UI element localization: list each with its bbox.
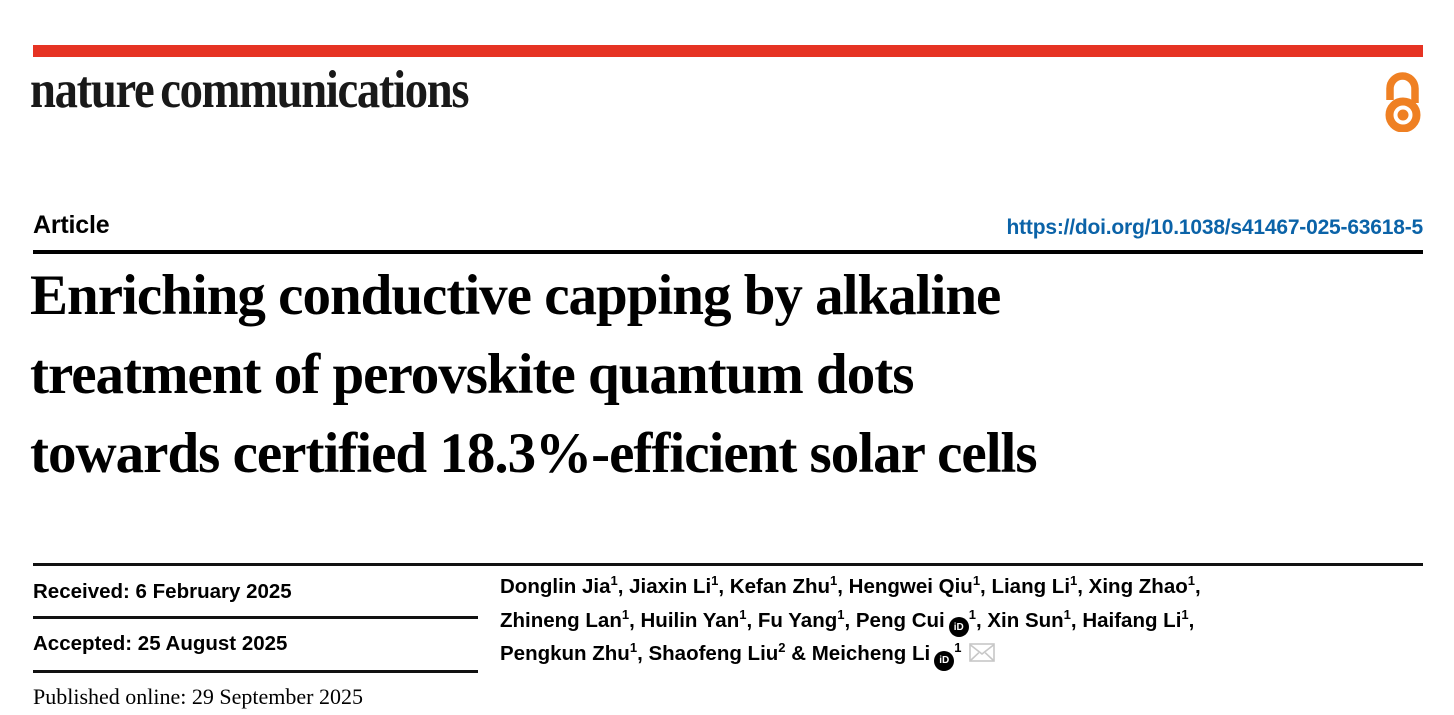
author-separator: , (980, 575, 992, 598)
author-separator: , (629, 608, 641, 632)
author-name: Xing Zhao (1088, 575, 1188, 598)
author-separator: , (1194, 575, 1201, 598)
author-name: Xin Sun (987, 608, 1064, 632)
author-line: Pengkun Zhu1, Shaofeng Liu2 & Meicheng L… (500, 637, 1440, 671)
padlock-keyhole-dot (1397, 109, 1409, 121)
open-access-icon (1385, 72, 1421, 132)
title-top-divider (33, 250, 1423, 254)
affiliation-superscript: 1 (610, 573, 618, 588)
affiliation-superscript: 1 (1070, 573, 1078, 588)
author-separator: , (718, 575, 730, 598)
author-separator: , (1077, 575, 1089, 598)
author-separator: , (1070, 608, 1083, 632)
journal-logo: nature communications (30, 61, 470, 119)
affiliation-superscript: 1 (954, 640, 962, 655)
orcid-icon[interactable]: iD (934, 650, 955, 671)
author-separator: , (1188, 608, 1195, 632)
author-name: Hengwei Qiu (848, 575, 973, 598)
date-divider (33, 616, 478, 619)
article-title-line: treatment of perovskite quantum dots (30, 343, 914, 406)
author-separator: , (975, 608, 988, 632)
author-name: Fu Yang (757, 608, 838, 632)
article-title-line: Enriching conductive capping by alkaline (30, 264, 1001, 327)
article-meta-row: Article https://doi.org/10.1038/s41467-0… (33, 211, 1423, 240)
article-type-label: Article (33, 211, 110, 239)
author-separator: , (844, 608, 856, 632)
author-name: Zhineng Lan (500, 608, 622, 632)
author-separator: , (637, 642, 649, 665)
author-name: Peng Cui (855, 608, 945, 632)
affiliation-superscript: 1 (711, 573, 719, 588)
accepted-date: Accepted: 25 August 2025 (33, 632, 288, 655)
article-title-line: towards certified 18.3%-efficient solar … (30, 422, 1038, 485)
affiliation-superscript: 1 (837, 606, 845, 622)
affiliation-superscript: 1 (968, 606, 976, 622)
article-title: Enriching conductive capping by alkaline… (30, 256, 1430, 493)
author-name: Huilin Yan (640, 608, 740, 632)
author-list: Donglin Jia1, Jiaxin Li1, Kefan Zhu1, He… (500, 570, 1440, 671)
author-separator: , (746, 608, 758, 632)
affiliation-superscript: 1 (972, 573, 981, 588)
author-separator: , (617, 575, 630, 598)
author-line: Zhineng Lan1, Huilin Yan1, Fu Yang1, Pen… (500, 604, 1440, 638)
footer-top-divider (33, 563, 1423, 566)
affiliation-superscript: 1 (1063, 606, 1071, 622)
date-divider (33, 670, 478, 673)
author-name: Pengkun Zhu (500, 642, 630, 665)
email-icon[interactable] (969, 643, 996, 662)
author-name: Liang Li (991, 575, 1071, 598)
affiliation-superscript: 1 (621, 606, 630, 622)
padlock-shackle (1386, 72, 1419, 103)
author-name: Meicheng Li (811, 642, 931, 665)
padlock-body (1385, 97, 1421, 132)
affiliation-superscript: 2 (778, 640, 786, 655)
orcid-icon[interactable]: iD (948, 617, 969, 638)
affiliation-superscript: 1 (830, 573, 838, 588)
author-name: Jiaxin Li (629, 575, 712, 598)
author-line: Donglin Jia1, Jiaxin Li1, Kefan Zhu1, He… (500, 570, 1440, 604)
affiliation-superscript: 1 (739, 606, 747, 622)
published-online-date: Published online: 29 September 2025 (33, 684, 363, 709)
author-name: Haifang Li (1082, 608, 1182, 632)
author-separator: & (785, 642, 812, 665)
affiliation-superscript: 1 (629, 640, 638, 655)
affiliation-superscript: 1 (1187, 573, 1195, 588)
affiliation-superscript: 1 (1181, 606, 1189, 622)
received-date: Received: 6 February 2025 (33, 580, 292, 603)
doi-link[interactable]: https://doi.org/10.1038/s41467-025-63618… (1006, 216, 1424, 239)
author-name: Donglin Jia (500, 575, 611, 598)
author-name: Kefan Zhu (729, 575, 831, 598)
brand-red-bar (33, 45, 1423, 57)
author-separator: , (837, 575, 849, 598)
author-name: Shaofeng Liu (648, 642, 779, 665)
